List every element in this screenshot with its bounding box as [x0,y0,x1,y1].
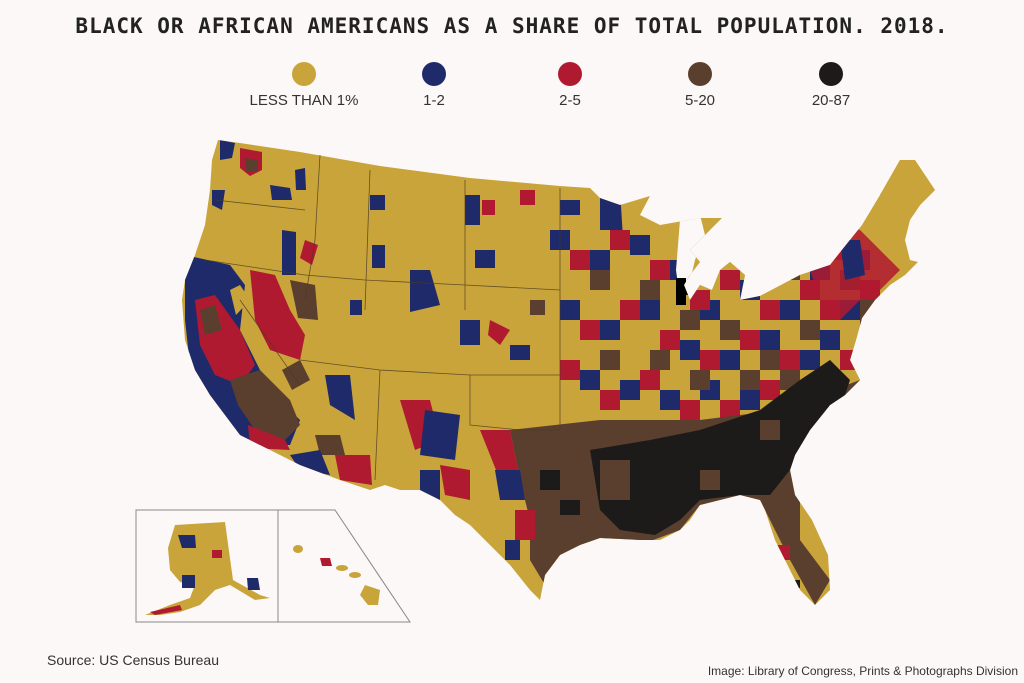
state-borders [204,154,561,481]
legend-swatch [819,62,843,86]
image-credit: Image: Library of Congress, Prints & Pho… [707,664,1018,678]
legend-label: LESS THAN 1% [249,92,359,109]
legend: LESS THAN 1% 1-2 2-5 5-20 20-87 [0,62,1024,122]
legend-label: 20-87 [811,92,851,109]
alaska [145,522,270,615]
legend-swatch [422,62,446,86]
region-nevada [250,270,305,360]
legend-label: 1-2 [423,92,445,109]
hawaii [293,545,380,605]
region-midwest-east-mosaic [550,230,880,420]
map-title: BLACK OR AFRICAN AMERICANS AS A SHARE OF… [75,14,949,38]
region-southeast-20-87 [590,360,850,535]
legend-item-5-20: 5-20 [640,62,760,109]
legend-item-20-87: 20-87 [771,62,891,109]
inset-alaska-hawaii [135,509,411,623]
legend-item-1-2: 1-2 [374,62,494,109]
legend-label: 2-5 [559,92,581,109]
legend-swatch [688,62,712,86]
legend-swatch [558,62,582,86]
legend-item-2-5: 2-5 [510,62,630,109]
source-caption: Source: US Census Bureau [47,652,219,668]
region-california [185,255,300,450]
legend-swatch [292,62,316,86]
legend-label: 5-20 [684,92,716,109]
legend-item-less-than-1: LESS THAN 1% [244,62,364,109]
